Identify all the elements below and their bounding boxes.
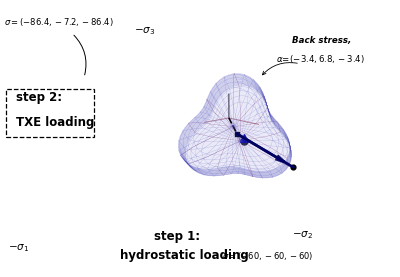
Text: TXE loading: TXE loading [16, 116, 94, 129]
Text: $\alpha\!=\!(-3.4, 6.8, -3.4)$: $\alpha\!=\!(-3.4, 6.8, -3.4)$ [276, 53, 365, 65]
Text: Back stress,: Back stress, [292, 36, 351, 45]
Text: hydrostatic loading: hydrostatic loading [120, 249, 249, 262]
Text: $-\sigma_1$: $-\sigma_1$ [8, 243, 29, 255]
Text: $\sigma = (-60, -60, -60)$: $\sigma = (-60, -60, -60)$ [222, 250, 314, 262]
Text: $-\sigma_2$: $-\sigma_2$ [292, 229, 313, 241]
Text: step 2:: step 2: [16, 91, 62, 104]
Text: step 1:: step 1: [154, 230, 200, 243]
Text: $\sigma = (-86.4, -7.2, -86.4)$: $\sigma = (-86.4, -7.2, -86.4)$ [4, 16, 114, 28]
Text: $-\sigma_3$: $-\sigma_3$ [134, 25, 155, 37]
